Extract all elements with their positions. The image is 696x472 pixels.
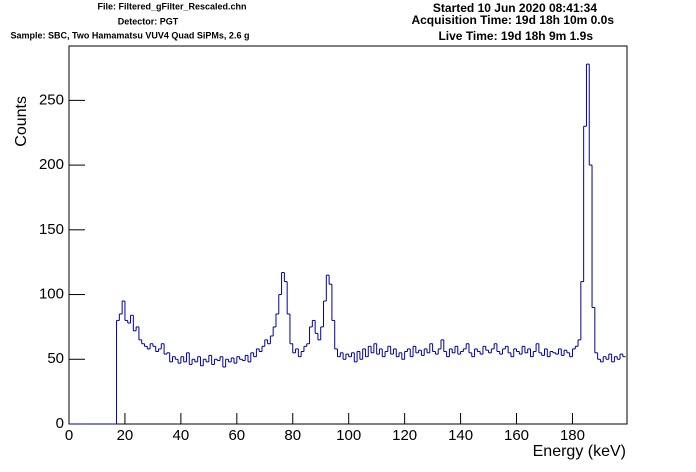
header-right: Acquisition Time: 19d 18h 10m 0.0s <box>411 13 614 27</box>
y-tick-label: 200 <box>39 156 64 173</box>
y-tick-label: 250 <box>39 91 64 108</box>
y-tick-label: 50 <box>47 350 64 367</box>
x-tick-label: 20 <box>117 427 134 444</box>
x-tick-label: 0 <box>65 427 73 444</box>
x-tick-label: 40 <box>173 427 190 444</box>
x-tick-label: 140 <box>448 427 473 444</box>
x-tick-label: 120 <box>392 427 417 444</box>
x-tick-label: 180 <box>560 427 585 444</box>
y-tick-label: 100 <box>39 286 64 303</box>
y-tick-label: 0 <box>56 415 64 432</box>
x-axis-label: Energy (keV) <box>533 443 626 460</box>
x-tick-label: 60 <box>228 427 245 444</box>
header-left: Sample: SBC, Two Hamamatsu VUV4 Quad SiP… <box>11 30 250 40</box>
header-left: Detector: PGT <box>118 16 179 26</box>
x-tick-label: 160 <box>504 427 529 444</box>
header-right: Live Time: 19d 18h 9m 1.9s <box>438 29 593 43</box>
y-axis-label: Counts <box>13 96 30 147</box>
header-left: File: Filtered_gFilter_Rescaled.chn <box>97 1 246 11</box>
frame <box>68 45 628 425</box>
x-tick-label: 100 <box>336 427 361 444</box>
x-tick-label: 80 <box>284 427 301 444</box>
header-right: Started 10 Jun 2020 08:41:34 <box>433 1 597 15</box>
y-tick-label: 150 <box>39 221 64 238</box>
